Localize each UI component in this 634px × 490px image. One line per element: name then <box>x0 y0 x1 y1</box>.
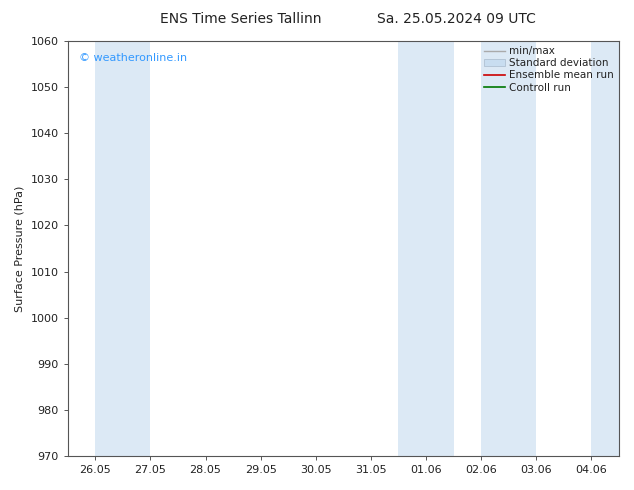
Bar <box>399 41 453 456</box>
Y-axis label: Surface Pressure (hPa): Surface Pressure (hPa) <box>15 185 25 312</box>
Text: Sa. 25.05.2024 09 UTC: Sa. 25.05.2024 09 UTC <box>377 12 536 26</box>
Bar <box>95 41 150 456</box>
Text: ENS Time Series Tallinn: ENS Time Series Tallinn <box>160 12 321 26</box>
Bar <box>592 41 624 456</box>
Legend: min/max, Standard deviation, Ensemble mean run, Controll run: min/max, Standard deviation, Ensemble me… <box>482 44 616 95</box>
Bar <box>481 41 536 456</box>
Text: © weatheronline.in: © weatheronline.in <box>79 53 187 64</box>
